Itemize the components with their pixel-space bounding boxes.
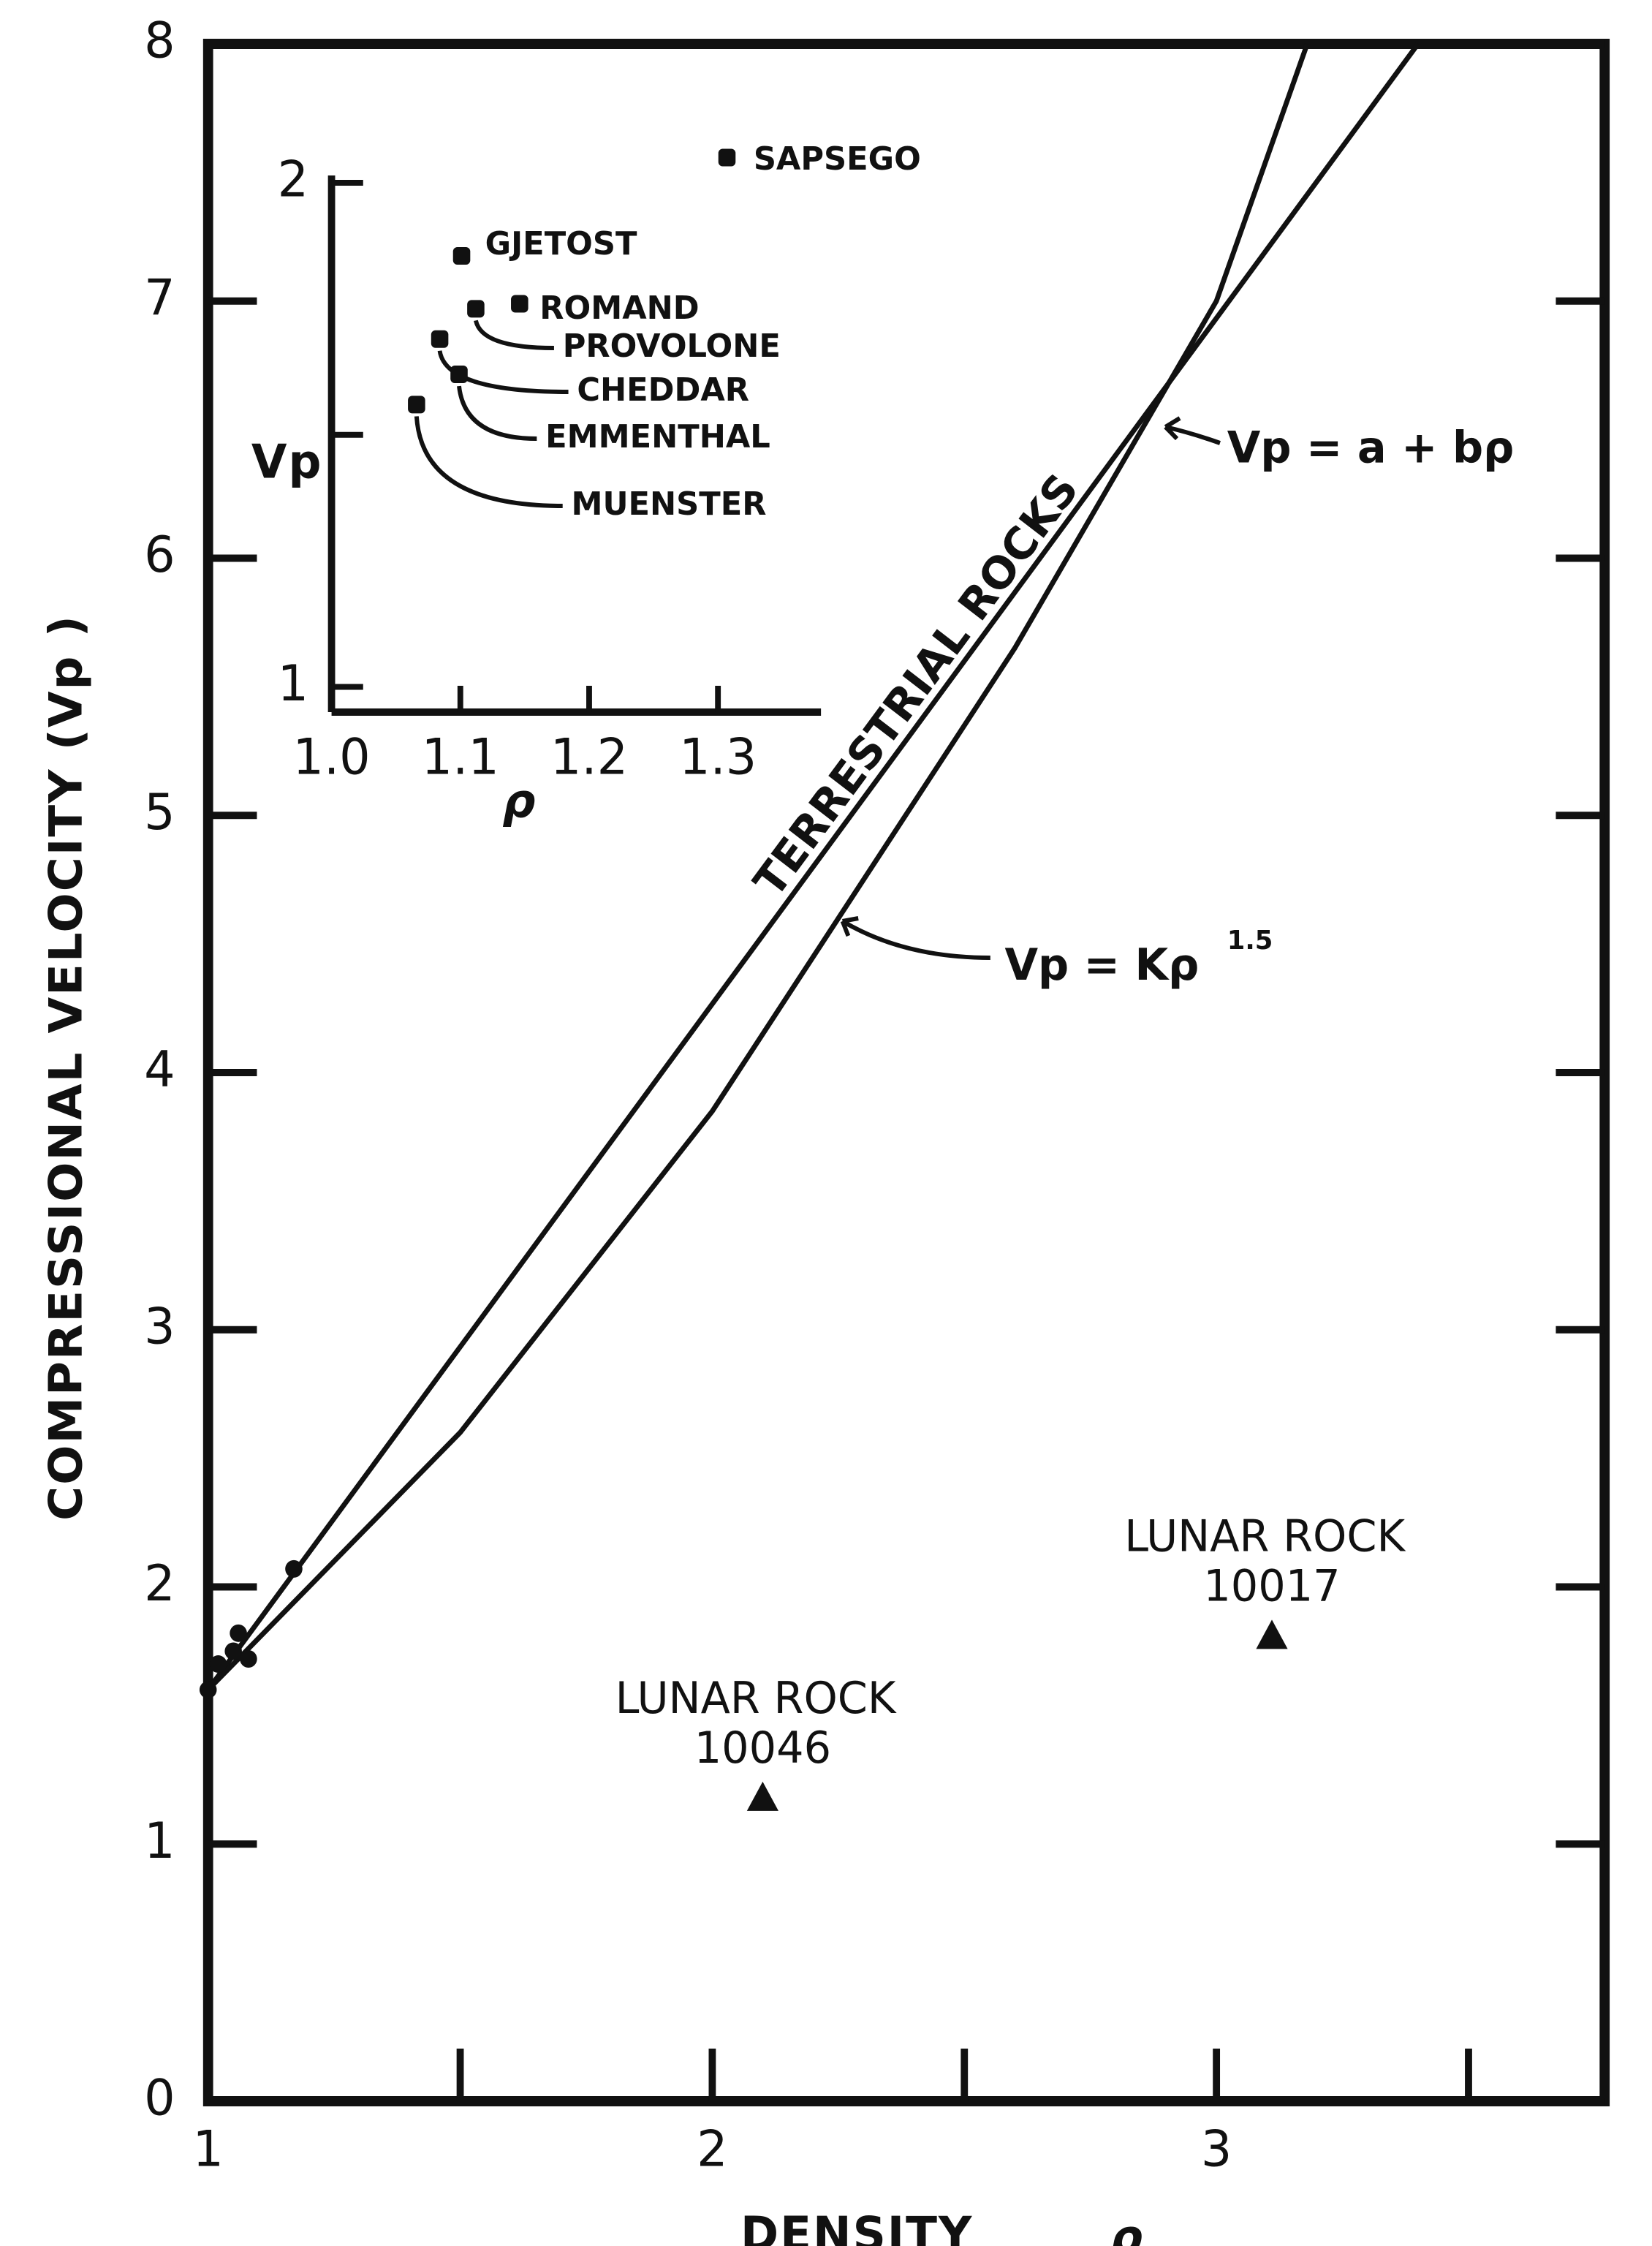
y-tick-label: 5 — [144, 782, 175, 841]
terrestrial-point — [224, 1642, 242, 1660]
curve — [205, 42, 1420, 1692]
inset-point-label: GJETOST — [485, 226, 637, 262]
inset-axes — [327, 175, 822, 716]
lunar-rock-id: 10017 — [1203, 1561, 1340, 1612]
curve-label: Vp = Kρ — [1004, 940, 1199, 991]
inset-x-title: ρ — [502, 774, 537, 828]
y-axis-title: COMPRESSIONAL VELOCITY (Vp ) — [39, 614, 92, 1521]
x-axis-title: DENSITY — [740, 2207, 973, 2246]
plot-frame — [202, 39, 1610, 2106]
inset-y-title: Vp — [251, 434, 323, 489]
inset-point — [450, 366, 468, 384]
terrestrial-point — [209, 1655, 227, 1674]
inset-point-label: PROVOLONE — [563, 328, 781, 365]
inset-x-tick-label: 1.0 — [292, 727, 370, 786]
terrestrial-point — [285, 1559, 303, 1578]
y-tick-label: 0 — [144, 2068, 175, 2127]
inset-point — [431, 330, 449, 348]
y-tick-label: 8 — [144, 11, 175, 69]
x-tick-label: 1 — [192, 2120, 223, 2178]
lunar-rock-marker — [746, 1781, 778, 1811]
inset-x-tick-label: 1.3 — [679, 727, 757, 786]
y-tick-label: 2 — [144, 1554, 175, 1613]
annotation-arrow — [1164, 416, 1221, 445]
inset-point — [511, 295, 528, 313]
curve — [206, 42, 1310, 1692]
inset-point-label: CHEDDAR — [577, 372, 749, 409]
lunar-rock-label: LUNAR ROCK — [615, 1674, 898, 1725]
lunar-rock-id: 10046 — [694, 1723, 831, 1774]
inset-point — [408, 396, 425, 414]
inset-x-tick-label: 1.2 — [550, 727, 628, 786]
band-label: TERRESTRIAL ROCKS — [745, 465, 1089, 907]
y-tick-label: 6 — [144, 526, 175, 584]
lunar-rock-label: LUNAR ROCK — [1124, 1511, 1406, 1562]
lunar-rock-marker — [1256, 1619, 1288, 1649]
inset-point-label: SAPSEGO — [754, 141, 921, 178]
x-axis-symbol: ρ — [1110, 2209, 1144, 2246]
y-tick-label: 3 — [144, 1297, 175, 1355]
annotation-arrow — [840, 916, 990, 960]
inset-leader — [474, 319, 554, 350]
x-tick-label: 3 — [1201, 2120, 1232, 2178]
y-tick-label: 7 — [144, 268, 175, 327]
inset-leader — [414, 416, 563, 508]
inset-point — [718, 148, 736, 167]
inset-point — [467, 300, 485, 318]
inset-y-tick-label: 2 — [278, 150, 308, 208]
inset-leader — [457, 385, 537, 441]
y-tick-label: 1 — [144, 1811, 175, 1869]
inset-x-tick-label: 1.1 — [422, 727, 499, 786]
x-tick-label: 2 — [697, 2120, 727, 2178]
y-tick-label: 4 — [144, 1040, 175, 1098]
inset-point — [452, 246, 471, 265]
terrestrial-point — [230, 1624, 247, 1642]
inset-point-label: ROMAND — [539, 290, 699, 327]
terrestrial-point — [199, 1681, 217, 1699]
inset-point-label: EMMENTHAL — [545, 419, 770, 455]
inset-y-tick-label: 1 — [278, 654, 308, 713]
inset-point-label: MUENSTER — [571, 486, 766, 523]
terrestrial-point — [240, 1649, 257, 1668]
curve-label: Vp = a + bρ — [1227, 423, 1514, 474]
inset-leader — [437, 350, 569, 394]
curve-exponent: 1.5 — [1227, 926, 1273, 956]
